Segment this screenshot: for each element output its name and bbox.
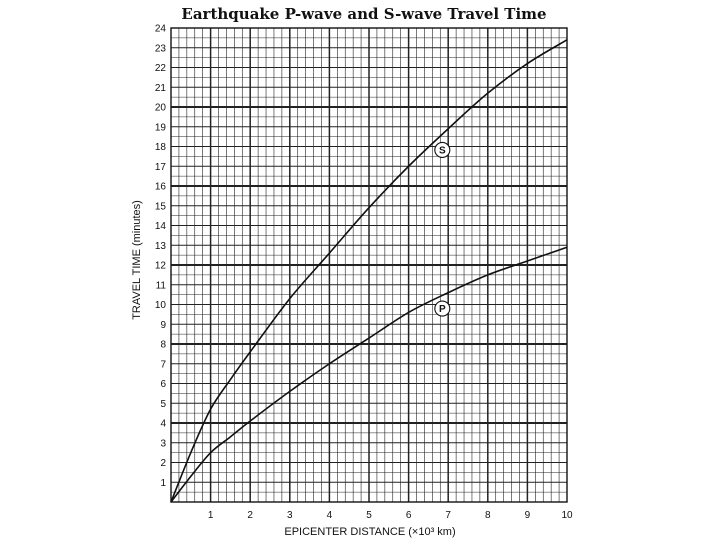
y-tick-label: 24 xyxy=(155,24,167,35)
series-labels: SP xyxy=(434,141,451,317)
series-label-circle-s xyxy=(434,141,451,159)
x-tick-label: 3 xyxy=(287,510,293,521)
y-tick-label: 10 xyxy=(155,300,167,311)
y-tick-label: 14 xyxy=(155,221,167,232)
y-tick-label: 23 xyxy=(155,43,167,54)
major-gridlines xyxy=(171,28,567,502)
x-tick-label: 7 xyxy=(445,510,451,521)
plot-frame xyxy=(170,27,568,503)
y-tick-label: 8 xyxy=(160,340,166,351)
y-tick-label: 1 xyxy=(160,478,166,489)
y-tick-label: 12 xyxy=(155,261,167,272)
y-tick-label: 7 xyxy=(160,359,166,370)
y-tick-label: 3 xyxy=(160,438,166,449)
x-tick-label: 4 xyxy=(327,510,333,521)
x-tick-label: 9 xyxy=(525,510,531,521)
y-tick-label: 5 xyxy=(160,399,166,410)
chart-title: Earthquake P-wave and S-wave Travel Time xyxy=(181,5,546,23)
y-tick-label: 13 xyxy=(155,241,167,252)
x-tick-label: 10 xyxy=(561,510,573,521)
y-tick-label: 17 xyxy=(155,162,167,173)
x-tick-label: 5 xyxy=(366,510,372,521)
y-tick-label: 2 xyxy=(160,458,166,469)
series-line-s xyxy=(170,39,568,503)
y-tick-label: 15 xyxy=(155,201,167,212)
y-axis-label: TRAVEL TIME (minutes) xyxy=(131,200,143,320)
curves xyxy=(170,39,568,503)
x-tick-labels: 1 2 3 4 5 6 7 8 9 10 xyxy=(208,510,573,521)
y-tick-label: 18 xyxy=(155,142,167,153)
y-tick-label: 9 xyxy=(160,320,166,331)
axes xyxy=(170,27,568,503)
y-tick-label: 19 xyxy=(155,122,167,133)
series-line-p xyxy=(170,246,568,503)
x-axis-label: EPICENTER DISTANCE (×10³ km) xyxy=(284,526,455,538)
series-label-circle-p xyxy=(434,300,451,317)
y-tick-label: 20 xyxy=(155,103,167,114)
y-tick-label: 11 xyxy=(156,280,167,291)
y-tick-label: 21 xyxy=(155,83,167,94)
x-tick-label: 8 xyxy=(485,510,491,521)
series-label-s: S xyxy=(439,146,446,157)
x-tick-label: 1 xyxy=(208,510,214,521)
x-tick-label: 6 xyxy=(406,510,412,521)
y-tick-label: 16 xyxy=(155,182,167,193)
x-tick-label: 2 xyxy=(247,510,253,521)
series-label-p: P xyxy=(439,304,446,315)
y-tick-label: 22 xyxy=(155,63,167,74)
y-tick-label: 6 xyxy=(160,379,166,390)
y-tick-label: 4 xyxy=(160,419,166,430)
